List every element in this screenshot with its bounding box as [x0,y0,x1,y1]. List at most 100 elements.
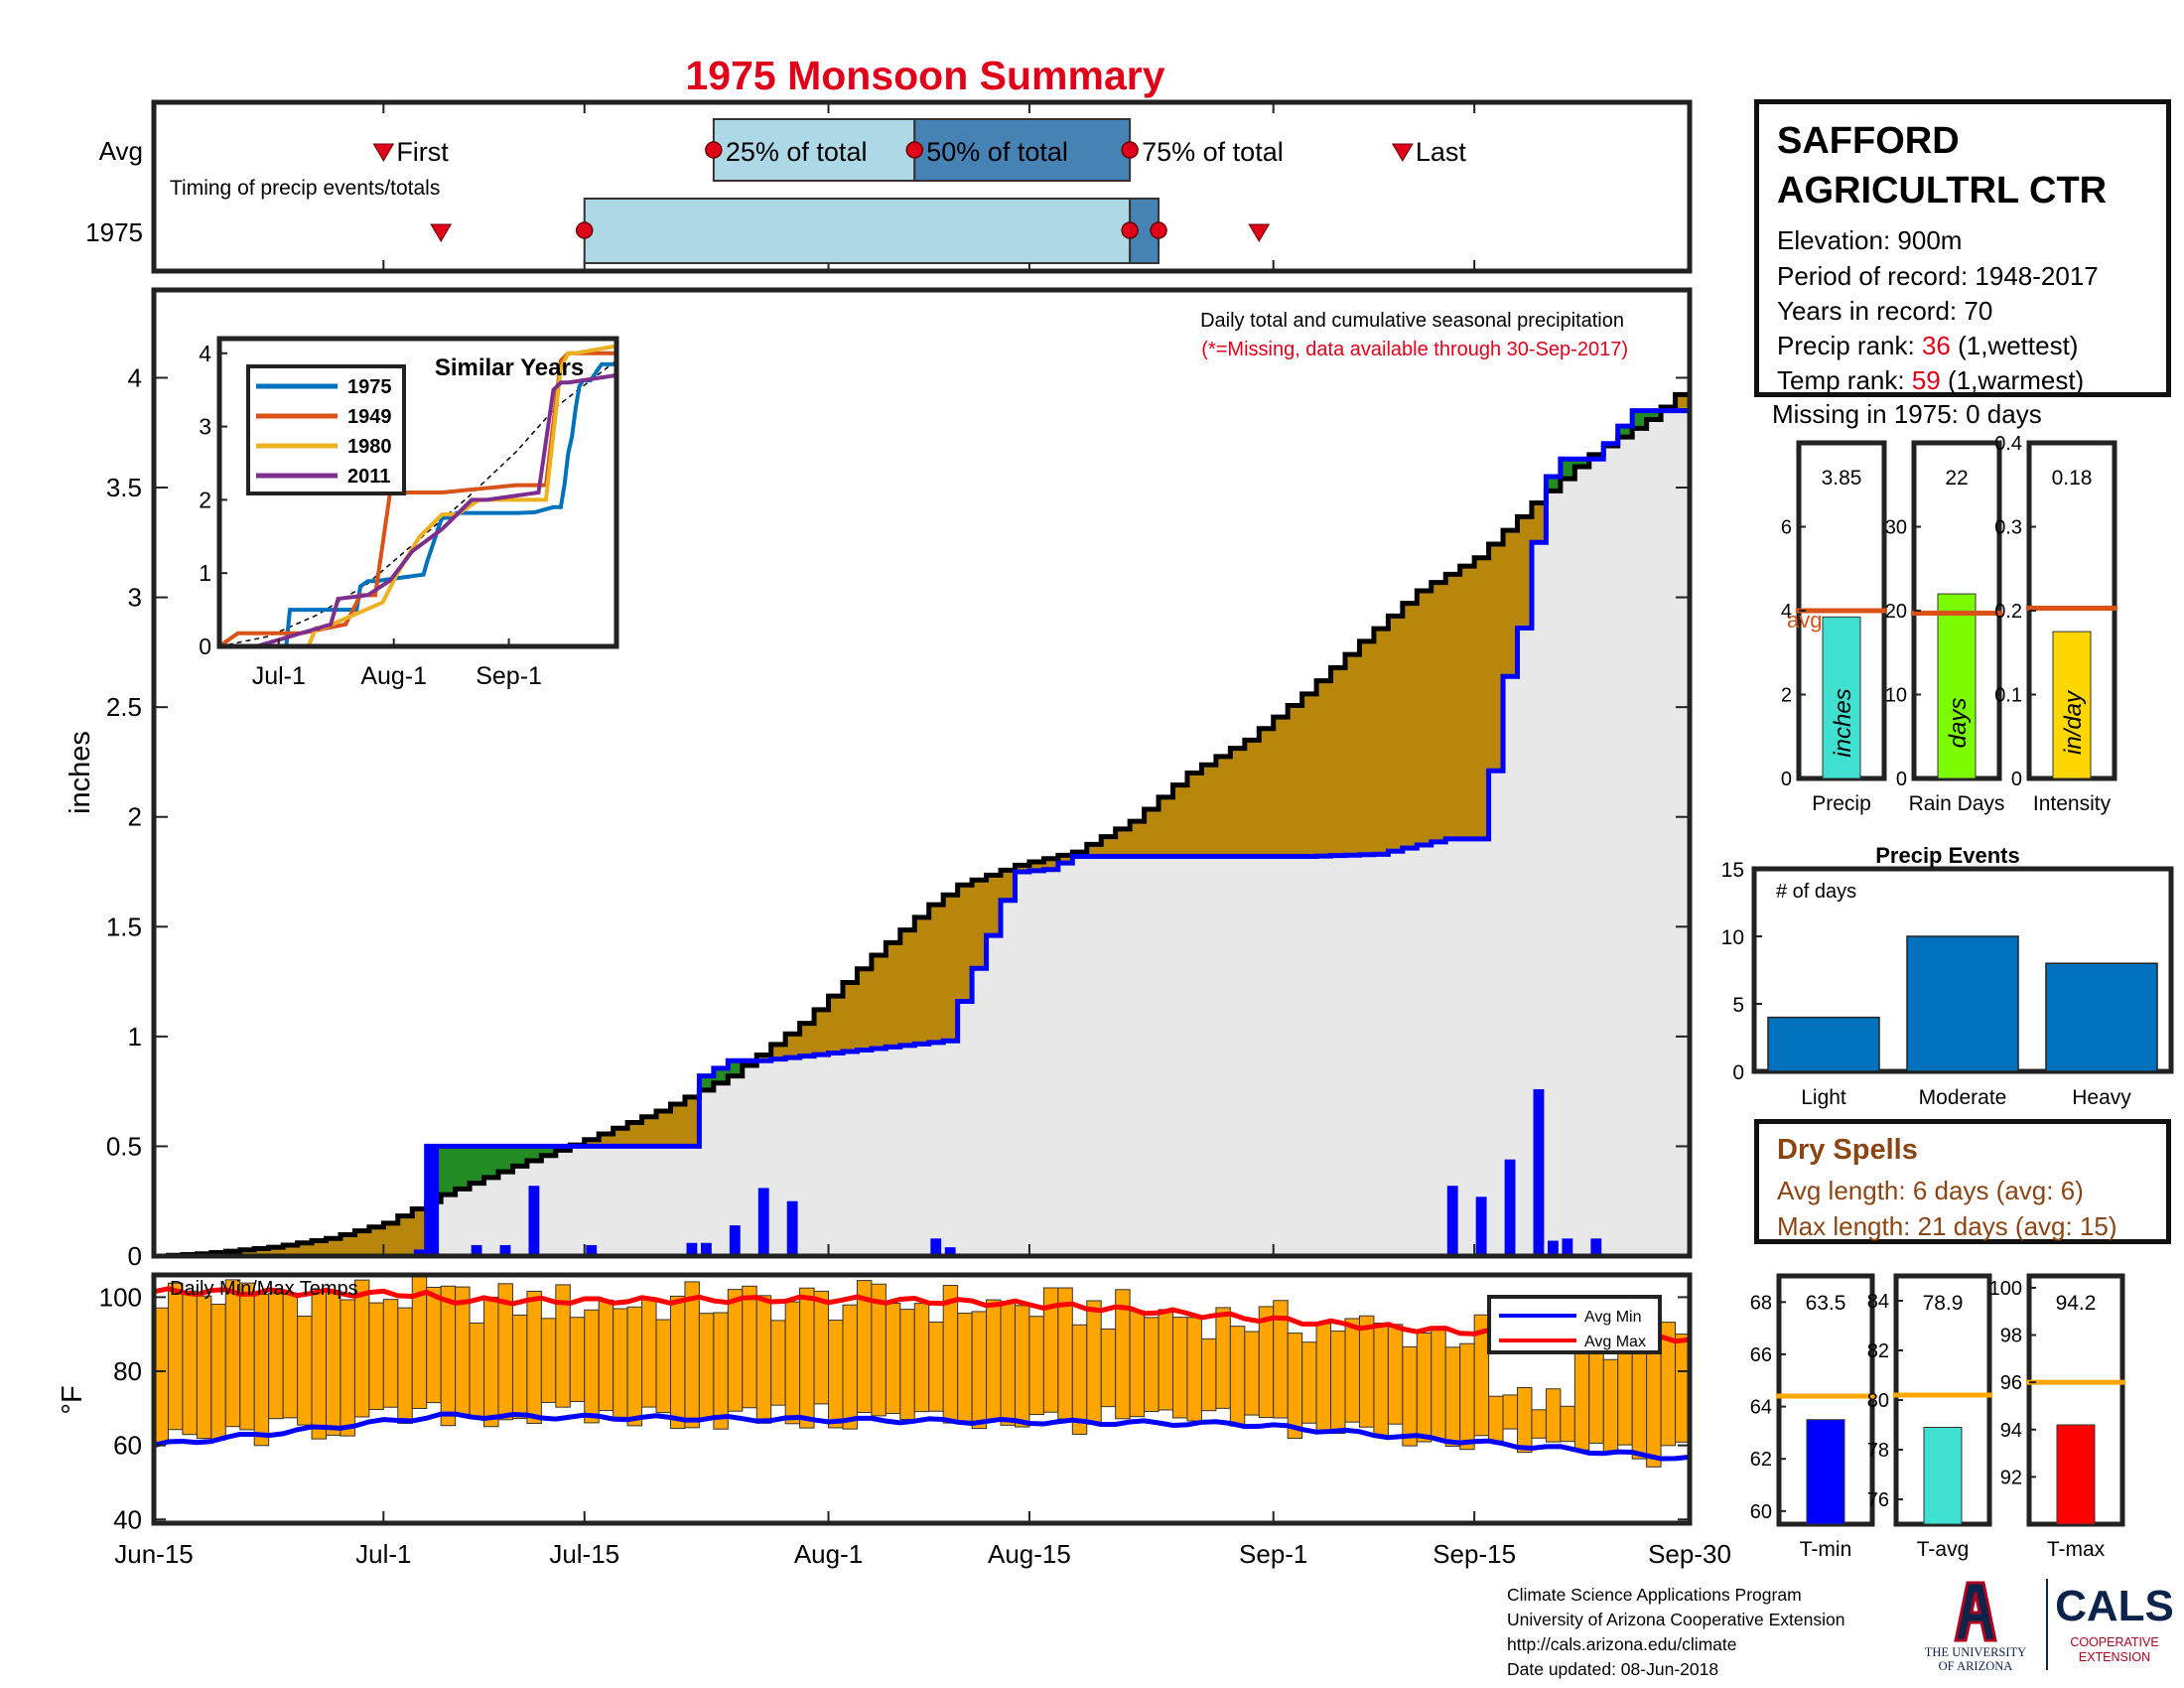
avg-cumulative-line [154,381,1693,1259]
event-bar-moderate [1906,935,2019,1072]
daily-temp-bar [483,1296,499,1428]
summary-xlabel: Intensity [2033,792,2112,815]
main-xtick-label: Jul-15 [549,1539,619,1569]
daily-temp-bar [397,1307,413,1424]
events-xtick-label: Light [1801,1086,1846,1109]
credits-line4: Date updated: 08-Jun-2018 [1507,1659,1719,1679]
timing-row-year-label: 1975 [85,217,143,247]
temp-summary-ytick-label: 66 [1750,1344,1772,1366]
timing-p25-label: 25% of total [726,137,868,167]
temp-summary-t-max: 94.2 92 94 96 98 100 T-max [1989,1273,2125,1561]
inset-ytick-label: 4 [199,341,211,366]
temp-summary-t-min: 63.5 60 62 64 66 68 T-min [1750,1273,1875,1561]
daily-temp-bar [1028,1316,1044,1416]
summary-ytick-label: 0 [2011,769,2022,790]
summary-xlabel: Precip [1812,792,1871,815]
ua-text-line1: THE UNIVERSITY [1925,1645,2026,1659]
station-years: Years in record: 70 [1777,296,1993,326]
summary-chart-precip: 3.85 inches 0 2 4 6 Precip avg [1781,440,1887,815]
year-p25-marker [575,221,594,239]
temp-ytick-label: 60 [113,1431,142,1461]
dry-max-length: Max length: 21 days (avg: 15) [1777,1211,2117,1241]
temp-summary-xlabel: T-avg [1917,1538,1970,1561]
inset-xtick-label: Sep-1 [476,662,542,690]
summary-value-label: 0.18 [2052,467,2093,490]
daily-temp-bar [828,1320,844,1429]
year-last-marker [1248,223,1271,242]
daily-precip-bar [1547,1240,1559,1256]
below-average-fill [168,394,1690,1256]
avg-min-temp-line [153,1411,1691,1462]
events-xtick-label: Moderate [1919,1086,2007,1109]
daily-temp-bar [1545,1388,1562,1443]
daily-temp-bar [1531,1409,1547,1439]
daily-precip-bar [528,1186,540,1256]
station-info-box: SAFFORD AGRICULTRL CTR Elevation: 900m P… [1754,99,2171,397]
avg-p25-marker [705,141,723,159]
daily-precip-bar [944,1247,956,1256]
main-xtick-label: Sep-15 [1433,1539,1516,1569]
temp-summary-ytick-label: 94 [2000,1420,2022,1442]
timing-panel: Avg 1975 Timing of precip events/totals … [85,99,1693,274]
events-title: Precip Events [1875,843,2020,868]
daily-temp-bar [584,1309,600,1424]
daily-temp-bar [325,1289,341,1436]
daily-temp-bar [253,1293,270,1447]
ua-text-line2: OF ARIZONA [1939,1659,2013,1673]
precip-rank-note: (1,wettest) [1950,331,2079,360]
daily-temp-bar [1602,1358,1619,1455]
daily-temp-bar [1402,1345,1418,1447]
daily-precip-bar [1533,1088,1545,1256]
main-xtick-label: Sep-30 [1648,1539,1731,1569]
credits-line1: Climate Science Applications Program [1507,1585,1802,1605]
cals-sub2: EXTENSION [2079,1650,2150,1664]
daily-temp-bar [986,1299,1002,1422]
year-first-marker [430,223,453,242]
daily-temp-bar [899,1309,915,1421]
main-annotation: Daily total and cumulative seasonal prec… [1200,310,1624,332]
daily-temp-bar [713,1312,729,1430]
precip-rank: Precip rank: 36 (1,wettest) [1777,331,2078,361]
dry-spells-title: Dry Spells [1777,1134,1918,1166]
credits-line2: University of Arizona Cooperative Extens… [1507,1610,1845,1629]
inset-legend-label: 1980 [347,436,392,458]
daily-temp-bar [426,1286,442,1404]
summary-ytick-label: 20 [1885,601,1907,623]
credits: Climate Science Applications Program Uni… [1507,1583,1844,1682]
daily-temp-bar [196,1295,212,1440]
daily-temp-bar [1459,1342,1475,1451]
cals-logo: CALS COOPERATIVE EXTENSION [2046,1579,2174,1670]
temp-ytick-label: 80 [113,1356,142,1386]
daily-temp-bar [1000,1301,1016,1426]
daily-precip-bar [700,1242,712,1256]
daily-temp-bar [799,1287,815,1429]
daily-temp-bar [1330,1331,1346,1434]
daily-temp-bar [684,1281,700,1429]
main-ytick-label: 0.5 [106,1131,142,1161]
events-ytick-label: 15 [1721,859,1744,882]
daily-temp-bar [770,1320,786,1406]
precip-rank-label: Precip rank: [1777,331,1922,360]
temp-rank-note: (1,warmest) [1940,365,2085,395]
daily-temp-bar [1344,1318,1360,1423]
summary-bar-text: in/day [2060,689,2087,755]
inset-ytick-label: 2 [199,487,211,512]
summary-bar [2052,631,2092,779]
summary-ytick-label: 10 [1885,685,1907,707]
summary-ytick-label: 0 [1781,769,1792,790]
daily-temp-bar [182,1290,198,1436]
daily-temp-bar [928,1322,944,1412]
temp-summary-ytick-label: 78 [1867,1440,1889,1462]
inset-ytick-label: 0 [199,633,211,659]
inset-ytick-label: 1 [199,560,211,586]
university-of-arizona-logo: THE UNIVERSITY OF ARIZONA [1925,1581,2026,1673]
temp-summary-ytick-label: 60 [1750,1501,1772,1523]
daily-temp-bar [755,1295,772,1424]
daily-temp-bar [469,1322,485,1418]
daily-temp-bar [1444,1346,1461,1448]
daily-temp-bar [167,1282,184,1431]
temp-summary-t-avg: 78.9 76 78 80 82 84 T-avg [1867,1273,1992,1561]
daily-temp-bar [1144,1317,1160,1413]
temp-summary-charts: 63.5 60 62 64 66 68 T-min 78.9 76 78 80 82 84 T-avg 94… [1750,1273,2125,1561]
temp-ytick-label: 100 [99,1282,142,1312]
